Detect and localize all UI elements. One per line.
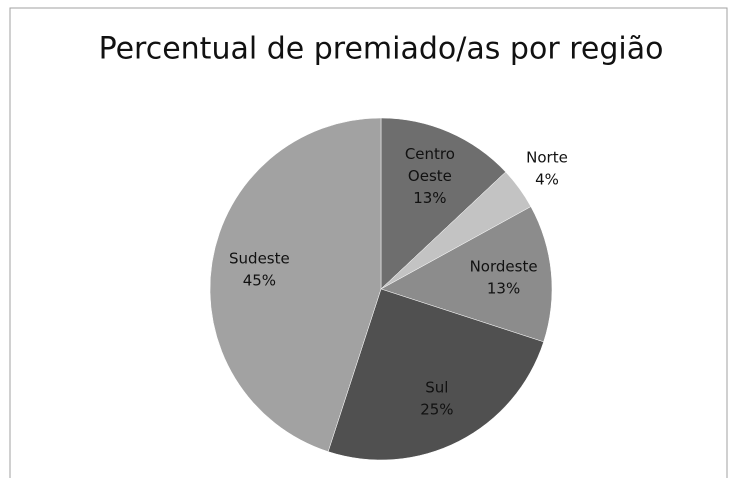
pie-slice xyxy=(380,206,553,343)
value-label: 13% xyxy=(413,189,446,207)
slice-label: Sul 25% xyxy=(420,378,453,418)
slice-label: Centro Oeste 13% xyxy=(405,145,455,207)
value-label: 4% xyxy=(535,170,559,188)
chart-title: Percentual de premiado/as por região xyxy=(99,32,664,67)
category-label: Norte xyxy=(526,148,568,166)
value-label: 13% xyxy=(487,279,520,297)
slice-label: Sudeste 45% xyxy=(229,249,290,289)
category-label: Sul xyxy=(425,378,448,396)
category-label: Nordeste xyxy=(470,257,538,275)
chart-frame xyxy=(9,7,728,478)
slice-label: Nordeste 13% xyxy=(470,257,538,297)
pie-slice xyxy=(209,117,382,452)
value-label: 45% xyxy=(243,271,276,289)
pie-slice xyxy=(327,288,544,461)
pie-slice xyxy=(380,117,507,290)
category-label: Centro Oeste xyxy=(405,145,455,185)
slice-label: Norte 4% xyxy=(526,148,568,188)
value-label: 25% xyxy=(420,400,453,418)
category-label: Sudeste xyxy=(229,249,290,267)
